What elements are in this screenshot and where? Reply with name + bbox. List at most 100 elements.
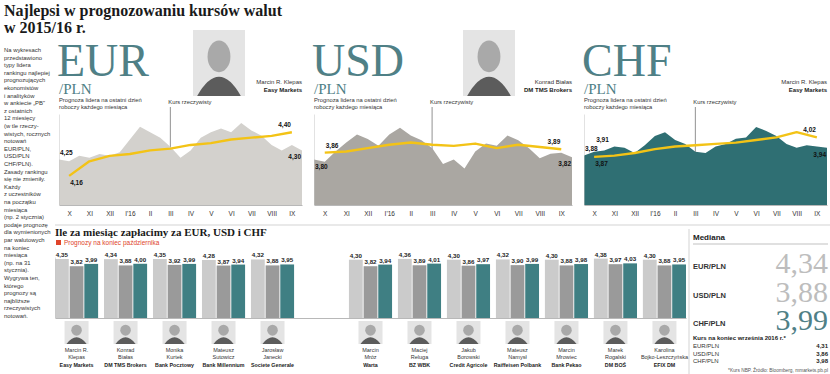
intro-text: miesiąca xyxy=(4,207,28,213)
photo-head xyxy=(208,41,231,73)
bar xyxy=(133,264,147,318)
x-axis: XXIXIII'16IIIIIIVVVIVIIVIIIIX xyxy=(585,205,828,217)
data-label: 4,01 xyxy=(428,256,441,263)
text-line: Prognoza lidera na ostatni dzień xyxy=(59,97,142,103)
bar xyxy=(525,264,539,318)
person-name: KarolinaBojko-Leszczyńska xyxy=(641,347,689,360)
y-axis xyxy=(584,115,585,206)
tick-label: X xyxy=(67,210,72,217)
plot-area xyxy=(59,123,302,205)
photo-body xyxy=(409,337,429,344)
data-label: 3,86 xyxy=(462,258,475,265)
bar xyxy=(217,266,231,318)
intro-text: typy lidera xyxy=(4,62,32,68)
tick-label: VI xyxy=(754,210,760,217)
photo xyxy=(652,321,676,344)
x-tick: IX xyxy=(814,205,821,217)
text-line: Monika xyxy=(166,347,185,353)
data-label: 4,40 xyxy=(278,121,291,129)
text-line: Kurtek xyxy=(167,354,183,360)
bar xyxy=(511,265,525,318)
leader-firm: Easy Markets xyxy=(789,87,828,93)
data-label: 4,02 xyxy=(803,126,816,134)
person-firm: Bank Pocztowy xyxy=(155,362,194,368)
text-line: Namysł xyxy=(508,354,527,360)
data-label: 4,25 xyxy=(60,149,73,157)
page: Najlepsi w prognozowaniu kursów walutw 2… xyxy=(0,0,830,374)
photo-frame xyxy=(603,321,627,344)
intro-text: (np. na 31 xyxy=(4,260,31,266)
intro-text: stycznia). xyxy=(4,267,29,273)
data-label: 4,35 xyxy=(56,251,69,258)
data-label: 4,16 xyxy=(70,179,83,187)
photo-body xyxy=(115,337,135,344)
photo xyxy=(463,30,515,96)
close-label: EUR/PLN xyxy=(693,343,719,349)
text-line: Bojko-Leszczyńska xyxy=(641,354,689,360)
tick-label: III xyxy=(430,210,436,217)
data-label: 4,28 xyxy=(203,252,216,259)
currency-subtitle: /PLN xyxy=(314,81,347,97)
source-note: *Kurs NBP. Źródło: Bloomberg, mmarkets.p… xyxy=(728,367,828,373)
data-label: 3,88 xyxy=(120,257,133,264)
tick-label: VII xyxy=(773,210,781,217)
x-tick: IV xyxy=(451,205,458,217)
y-axis-line xyxy=(314,115,315,206)
person-firm: Easy Markets xyxy=(60,362,94,368)
x-tick: VI xyxy=(754,205,760,217)
chart-title: Ile za miesiąc zapłacimy za EUR, USD i C… xyxy=(55,226,267,238)
series-label: Prognoza lidera na ostatni dzieńroboczy … xyxy=(59,97,142,110)
person-name: MarcinMrowiec xyxy=(556,347,577,360)
actual-rate-area xyxy=(314,128,572,205)
data-label: 3,94 xyxy=(813,151,826,159)
text-line: roboczy każdego miesiąca xyxy=(584,104,653,110)
bar xyxy=(84,264,98,318)
bar xyxy=(462,266,476,318)
intro-text: USD/PLN xyxy=(4,153,30,159)
data-label: 4,03 xyxy=(624,255,637,262)
data-label: 3,87 xyxy=(218,258,231,265)
data-label: 3,95 xyxy=(673,256,686,263)
y-axis-line xyxy=(584,115,585,206)
x-tick: XI xyxy=(344,205,350,217)
intro-text: z uczestników xyxy=(4,191,41,197)
text-line: Borowski xyxy=(457,354,479,360)
data-label: 3,86 xyxy=(326,142,339,150)
tick-label: III xyxy=(693,210,699,217)
data-label: 3,92 xyxy=(169,257,182,264)
data-label: 3,99 xyxy=(526,256,539,263)
photo xyxy=(407,321,431,344)
text-line: Mróz xyxy=(364,354,376,360)
bar xyxy=(672,264,686,318)
data-label: 3,82 xyxy=(364,258,377,265)
tick-label: XI xyxy=(87,210,93,217)
intro-text: notowań xyxy=(4,138,26,144)
photo-body xyxy=(213,337,233,344)
photo-head xyxy=(463,325,474,336)
x-tick: IX xyxy=(559,205,566,217)
x-tick: II xyxy=(674,205,678,217)
intro-text: Zasady rankingu xyxy=(4,169,48,175)
text-line: Jarosław xyxy=(262,347,284,353)
photo-head xyxy=(610,325,621,336)
tick-label: XII xyxy=(631,210,639,217)
bar xyxy=(364,266,378,318)
tick-label: IX xyxy=(559,210,566,217)
person-name: KonradBiałas xyxy=(117,347,135,360)
photo-head xyxy=(71,325,82,336)
bar xyxy=(251,259,265,318)
intro-text: przedstawiono xyxy=(4,55,43,61)
page-title: w 2015/16 r. xyxy=(4,19,86,36)
intro-text: rzeczywistych xyxy=(4,305,40,311)
series-label: Prognoza lidera na ostatni dzieńroboczy … xyxy=(584,97,667,110)
intro-text: (w tle rzeczy- xyxy=(4,123,39,129)
photo xyxy=(212,321,236,344)
data-label: 3,97 xyxy=(609,256,622,263)
tick-label: II xyxy=(674,210,678,217)
tick-label: IV xyxy=(451,210,458,217)
intro-text: Każdy xyxy=(4,184,20,190)
leader-name: Marcin R. Klepas xyxy=(256,79,302,85)
forecast-bars: Ile za miesiąc zapłacimy za EUR, USD i C… xyxy=(55,226,689,368)
photo xyxy=(554,321,578,344)
data-label: 4,30 xyxy=(350,252,363,259)
